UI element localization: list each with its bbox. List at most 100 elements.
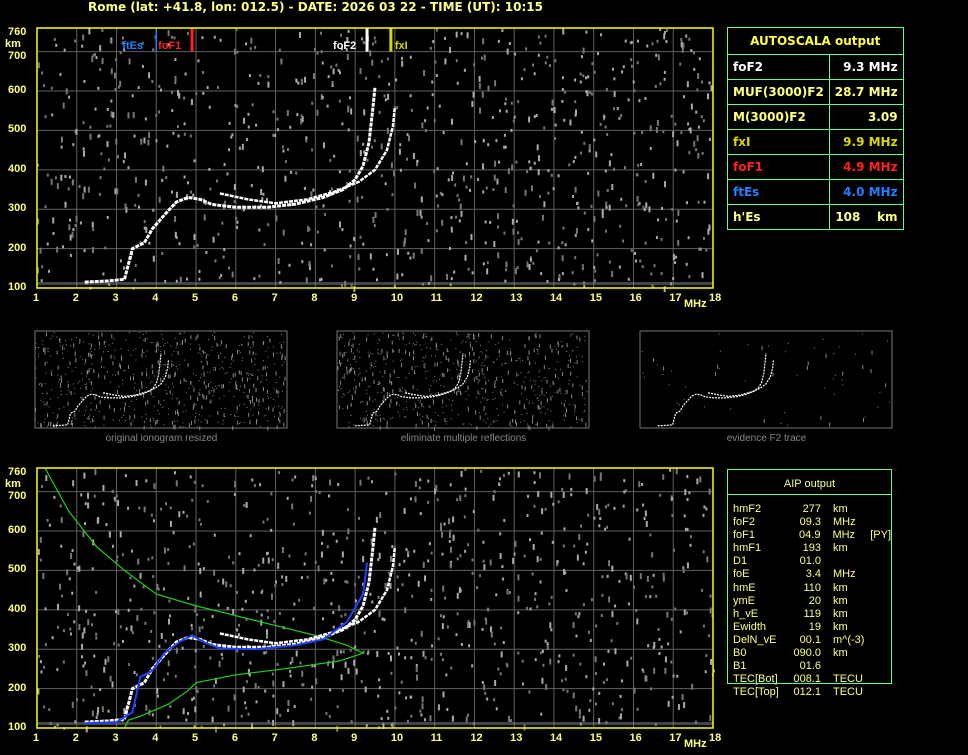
noise-dot: [352, 352, 354, 354]
noise-dot: [174, 337, 176, 339]
noise-dot: [282, 229, 285, 236]
noise-dot: [514, 268, 517, 275]
aip-title: AIP output: [728, 470, 891, 495]
noise-dot: [504, 97, 507, 101]
noise-dot: [862, 365, 864, 370]
noise-dot: [90, 685, 93, 689]
noise-dot: [441, 406, 443, 408]
noise-dot: [450, 277, 453, 281]
noise-dot: [467, 619, 470, 626]
noise-dot: [633, 687, 636, 694]
noise-dot: [445, 405, 447, 407]
noise-dot: [497, 225, 500, 229]
noise-dot: [190, 623, 193, 627]
noise-dot: [114, 58, 117, 62]
noise-dot: [157, 420, 159, 422]
noise-dot: [319, 31, 322, 35]
noise-dot: [122, 160, 125, 164]
noise-dot: [214, 367, 216, 372]
noise-dot: [339, 380, 341, 385]
noise-dot: [662, 476, 665, 480]
noise-dot: [351, 366, 353, 371]
noise-dot: [86, 370, 88, 375]
noise-dot: [538, 343, 540, 348]
noise-dot: [628, 537, 631, 541]
noise-dot: [328, 714, 331, 718]
noise-dot: [279, 419, 281, 424]
noise-dot: [371, 42, 374, 46]
noise-dot: [361, 419, 363, 421]
noise-dot: [339, 351, 341, 356]
aip-cell: Ewidth: [733, 620, 767, 633]
noise-dot: [203, 395, 205, 400]
noise-dot: [133, 584, 136, 588]
noise-dot: [185, 718, 188, 722]
noise-dot: [282, 149, 285, 153]
noise-dot: [854, 353, 856, 355]
noise-dot: [121, 41, 124, 45]
noise-dot: [501, 363, 503, 365]
noise-dot: [431, 336, 433, 341]
noise-dot: [347, 128, 350, 132]
noise-dot: [482, 190, 485, 194]
noise-dot: [588, 149, 591, 153]
noise-dot: [199, 377, 201, 379]
noise-dot: [305, 277, 308, 284]
noise-dot: [574, 113, 577, 117]
noise-dot: [171, 360, 173, 362]
noise-dot: [405, 401, 407, 403]
noise-dot: [484, 220, 487, 224]
noise-dot: [280, 333, 282, 335]
noise-dot: [269, 338, 271, 343]
noise-dot: [112, 419, 114, 421]
plot-frame: [36, 467, 714, 729]
noise-dot: [235, 388, 237, 390]
noise-dot: [655, 127, 658, 134]
noise-dot: [718, 333, 720, 335]
noise-dot: [135, 348, 137, 350]
noise-dot: [97, 135, 100, 139]
noise-dot: [206, 360, 208, 362]
noise-dot: [717, 364, 719, 369]
noise-dot: [497, 39, 500, 43]
noise-dot: [35, 377, 37, 379]
noise-dot: [108, 531, 111, 538]
noise-dot: [237, 350, 239, 355]
noise-dot: [825, 353, 827, 358]
noise-dot: [442, 131, 445, 135]
noise-dot: [345, 48, 348, 52]
noise-dot: [251, 590, 254, 594]
noise-dot: [382, 722, 385, 729]
noise-dot: [178, 364, 180, 366]
noise-dot: [355, 385, 357, 390]
noise-dot: [110, 354, 112, 359]
noise-dot: [99, 45, 102, 52]
noise-dot: [405, 157, 408, 161]
noise-dot: [38, 347, 40, 349]
noise-dot: [464, 254, 467, 261]
noise-dot: [680, 131, 683, 135]
noise-dot: [548, 426, 550, 431]
noise-dot: [651, 554, 654, 558]
noise-dot: [620, 708, 623, 712]
noise-dot: [576, 376, 578, 378]
noise-dot: [40, 399, 42, 401]
noise-dot: [247, 712, 250, 716]
noise-dot: [162, 165, 165, 172]
noise-dot: [668, 384, 670, 386]
noise-dot: [537, 352, 539, 354]
noise-dot: [493, 241, 496, 248]
noise-dot: [584, 550, 587, 554]
noise-dot: [589, 638, 592, 642]
noise-dot: [235, 384, 237, 389]
noise-dot: [235, 416, 237, 418]
noise-dot: [190, 335, 192, 340]
noise-dot: [355, 618, 358, 622]
noise-dot: [316, 109, 319, 116]
noise-dot: [651, 585, 654, 589]
noise-dot: [393, 334, 395, 336]
noise-dot: [260, 590, 263, 594]
noise-dot: [644, 594, 647, 598]
noise-dot: [272, 398, 274, 400]
noise-dot: [124, 411, 126, 413]
